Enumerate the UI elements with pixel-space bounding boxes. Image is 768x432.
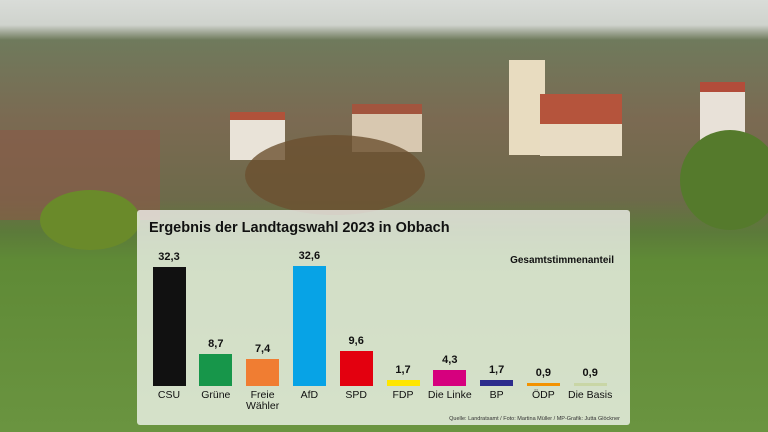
tree — [245, 135, 425, 215]
value-label: 0,9 — [535, 366, 552, 379]
x-tick-label: Die Linke — [427, 389, 472, 401]
bar — [292, 266, 326, 386]
church-body — [540, 124, 622, 156]
bar — [526, 382, 560, 386]
tree — [40, 190, 140, 250]
bar — [199, 353, 233, 386]
bar — [573, 382, 607, 386]
chart-subtitle: Gesamtstimmenanteil — [510, 255, 614, 266]
bar — [246, 358, 280, 386]
value-label: 9,6 — [348, 334, 364, 347]
value-label: 7,4 — [254, 342, 271, 355]
x-tick-label: CSU — [157, 389, 181, 401]
bar — [339, 350, 373, 386]
chart-title: Ergebnis der Landtagswahl 2023 in Obbach — [149, 220, 450, 236]
church-roof — [540, 94, 622, 124]
x-tick-label: FDP — [392, 389, 414, 401]
value-label: 1,7 — [488, 363, 505, 376]
value-label: 32,3 — [158, 251, 180, 264]
value-label: 1,7 — [395, 363, 411, 376]
source-note: Quelle: Landratsamt / Foto: Martina Müll… — [449, 416, 620, 422]
bar — [386, 379, 420, 386]
bar — [152, 267, 186, 386]
x-tick-label: ÖDP — [532, 389, 555, 401]
value-label: 32,6 — [298, 250, 321, 262]
bar — [433, 370, 467, 386]
value-label: 0,9 — [582, 366, 598, 379]
x-tick-label: Die Basis — [568, 389, 613, 401]
value-label: 8,7 — [208, 337, 224, 350]
church-tower — [509, 60, 545, 155]
x-tick-label: BP — [489, 389, 504, 401]
x-tick-label: Freie Wähler — [245, 389, 280, 412]
chart-panel: Ergebnis der Landtagswahl 2023 in Obbach… — [137, 210, 630, 425]
x-tick-label: AfD — [300, 389, 319, 401]
x-tick-label: Grüne — [201, 389, 231, 401]
x-tick-label: SPD — [345, 389, 367, 401]
tree — [680, 130, 768, 230]
bar — [480, 379, 514, 386]
value-label: 4,3 — [442, 354, 458, 367]
